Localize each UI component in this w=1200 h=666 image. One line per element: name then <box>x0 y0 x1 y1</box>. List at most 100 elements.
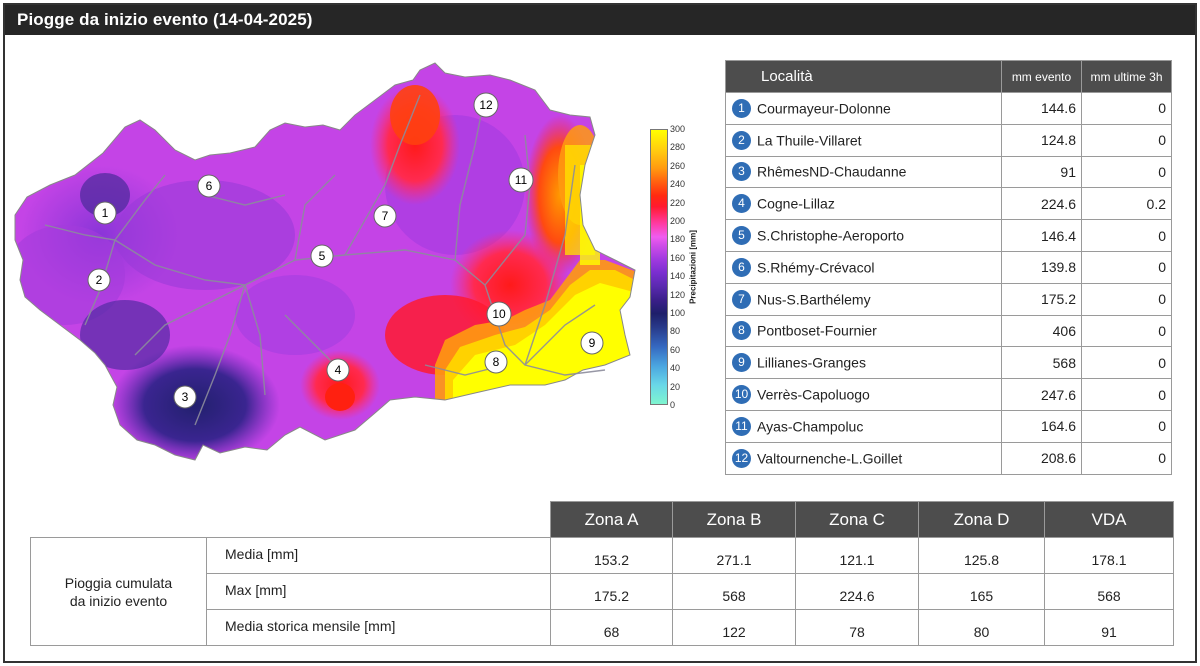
region-border <box>14 62 636 461</box>
map-marker-11[interactable]: 11 <box>508 167 534 193</box>
zone-value: 178.1 <box>1044 537 1174 574</box>
colorbar-gradient <box>650 129 668 405</box>
colorbar-tick: 100 <box>670 308 686 318</box>
station-row[interactable]: 3 RhêmesND-Chaudanne 91 0 <box>725 155 1172 189</box>
map-marker-9[interactable]: 9 <box>580 331 604 355</box>
station-name: Ayas-Champoluc <box>757 418 864 435</box>
map-marker-6[interactable]: 6 <box>197 174 221 198</box>
page-title: Piogge da inizio evento (14-04-2025) <box>5 5 1195 35</box>
station-mm-evento: 175.2 <box>1001 282 1082 316</box>
map-marker-5[interactable]: 5 <box>310 244 334 268</box>
station-number-badge: 7 <box>732 289 751 309</box>
station-name: Valtournenche-L.Goillet <box>757 450 903 467</box>
zone-header: VDA <box>1044 501 1174 538</box>
station-row[interactable]: 4 Cogne-Lillaz 224.6 0.2 <box>725 187 1172 221</box>
stations-table: Località mm evento mm ultime 3h 1 Courmay… <box>725 60 1172 475</box>
station-row[interactable]: 10 Verrès-Capoluogo 247.6 0 <box>725 378 1172 411</box>
colorbar-tick: 0 <box>670 400 676 410</box>
map-marker-label: 2 <box>96 273 103 287</box>
station-mm-evento: 224.6 <box>1001 187 1082 221</box>
zone-value: 271.1 <box>672 537 796 574</box>
station-row[interactable]: 6 S.Rhémy-Crévacol 139.8 0 <box>725 250 1172 284</box>
colorbar-tick: 240 <box>670 179 686 190</box>
station-row[interactable]: 9 Lillianes-Granges 568 0 <box>725 346 1172 380</box>
station-mm-evento: 406 <box>1001 314 1082 348</box>
colorbar-tick: 40 <box>670 363 681 374</box>
station-mm-ultime-3h: 0 <box>1081 378 1172 411</box>
map-marker-10[interactable]: 10 <box>486 301 512 327</box>
station-number-badge: 4 <box>732 194 751 214</box>
zone-value: 165 <box>918 573 1045 610</box>
station-mm-ultime-3h: 0 <box>1081 250 1172 284</box>
col-header-localita: Località <box>725 60 1002 93</box>
station-row[interactable]: 12 Valtournenche-L.Goillet 208.6 0 <box>725 441 1172 475</box>
station-mm-ultime-3h: 0 <box>1081 92 1172 125</box>
map-marker-1[interactable]: 1 <box>93 201 117 225</box>
station-mm-evento: 146.4 <box>1001 219 1082 252</box>
map-marker-7[interactable]: 7 <box>373 204 397 228</box>
station-name-cell: 6 S.Rhémy-Crévacol <box>725 250 1002 284</box>
zones-row: Pioggia cumulata da inizio evento Media … <box>30 537 1174 646</box>
station-name: S.Christophe-Aeroporto <box>757 227 905 244</box>
station-number-badge: 3 <box>732 162 751 182</box>
station-mm-ultime-3h: 0 <box>1081 441 1172 475</box>
station-name: S.Rhémy-Crévacol <box>757 259 875 276</box>
station-name-cell: 8 Pontboset-Fournier <box>725 314 1002 348</box>
map-marker-label: 10 <box>492 307 506 321</box>
zone-value: 153.2 <box>550 537 673 574</box>
colorbar-tick: 60 <box>670 344 681 355</box>
map-marker-4[interactable]: 4 <box>326 358 350 382</box>
station-row[interactable]: 1 Courmayeur-Dolonne 144.6 0 <box>725 92 1172 125</box>
station-number-badge: 6 <box>732 257 751 277</box>
map-marker-label: 1 <box>102 206 109 220</box>
station-row[interactable]: 5 S.Christophe-Aeroporto 146.4 0 <box>725 219 1172 252</box>
col-header-mm-evento: mm evento <box>1001 60 1082 93</box>
zones-row: Max [mm] 175.2 568 224.6 165 568 <box>31 573 1174 610</box>
station-row[interactable]: 11 Ayas-Champoluc 164.6 0 <box>725 409 1172 443</box>
station-name: RhêmesND-Chaudanne <box>757 163 907 180</box>
station-number-badge: 2 <box>732 130 751 150</box>
station-row[interactable]: 8 Pontboset-Fournier 406 0 <box>725 314 1172 348</box>
map-marker-label: 5 <box>319 249 326 263</box>
station-name: Nus-S.Barthélemy <box>757 291 871 308</box>
station-name: Courmayeur-Dolonne <box>757 100 891 117</box>
map-marker-12[interactable]: 12 <box>473 92 499 118</box>
station-name: Cogne-Lillaz <box>757 195 835 212</box>
station-row[interactable]: 2 La Thuile-Villaret 124.8 0 <box>725 123 1172 157</box>
col-header-mm-ultime-3h: mm ultime 3h <box>1081 60 1172 93</box>
map-marker-3[interactable]: 3 <box>173 385 197 409</box>
zone-value: 121.1 <box>795 537 919 574</box>
colorbar-tick: 280 <box>670 142 686 153</box>
zone-value: 68 <box>550 609 673 646</box>
rivers <box>44 94 606 426</box>
map-marker-label: 8 <box>493 355 500 369</box>
map-marker-label: 9 <box>589 336 596 350</box>
cumulative-rain-label-line2: da inizio evento <box>69 592 168 609</box>
colorbar-tick: 160 <box>670 252 686 263</box>
cumulative-rain-label-line1: Pioggia cumulata <box>64 574 173 591</box>
map-marker-8[interactable]: 8 <box>484 350 508 374</box>
station-mm-ultime-3h: 0 <box>1081 409 1172 443</box>
stations-body: 1 Courmayeur-Dolonne 144.6 0 2 La Thuile-Vill… <box>725 92 1172 475</box>
station-name: Pontboset-Fournier <box>757 322 877 339</box>
zone-value: 125.8 <box>918 537 1045 574</box>
station-mm-ultime-3h: 0 <box>1081 155 1172 189</box>
map-marker-2[interactable]: 2 <box>87 268 111 292</box>
station-name: Verrès-Capoluogo <box>757 386 870 403</box>
zone-value: 91 <box>1044 609 1174 646</box>
station-name-cell: 11 Ayas-Champoluc <box>725 409 1002 443</box>
zone-value: 122 <box>672 609 796 646</box>
station-row[interactable]: 7 Nus-S.Barthélemy 175.2 0 <box>725 282 1172 316</box>
station-number-badge: 9 <box>732 353 751 373</box>
zones-header-row: Zona A Zona B Zona C Zona D VDA <box>31 501 1174 538</box>
colorbar-tick: 80 <box>670 326 681 337</box>
zone-header: Zona C <box>795 501 919 538</box>
colorbar-tick: 220 <box>670 197 686 208</box>
zone-value: 78 <box>795 609 919 646</box>
colorbar-tick: 120 <box>670 289 686 300</box>
colorbar-title: Precipitazioni [mm] <box>688 230 698 304</box>
station-mm-evento: 247.6 <box>1001 378 1082 411</box>
zone-header: Zona B <box>672 501 796 538</box>
zone-value: 568 <box>1044 573 1174 610</box>
map-marker-label: 11 <box>515 173 528 187</box>
